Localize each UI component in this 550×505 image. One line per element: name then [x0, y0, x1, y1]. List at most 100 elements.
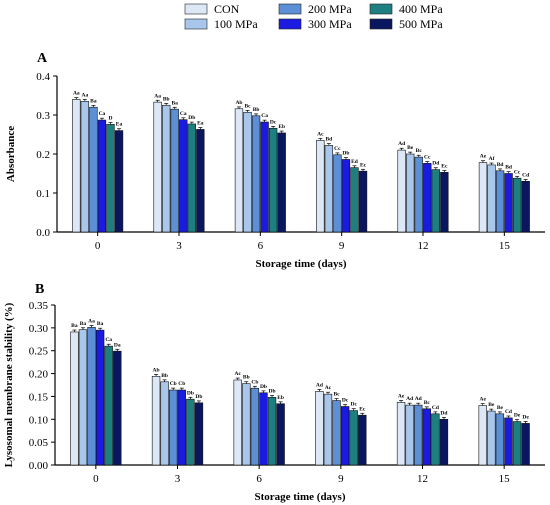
bar: [151, 376, 161, 466]
bar: [414, 156, 423, 233]
legend-label: 200 MPa: [308, 2, 352, 16]
x-tick-label: 12: [417, 473, 428, 485]
data-label: Ba: [172, 100, 179, 106]
bar: [97, 119, 107, 233]
panel-b-chart: B 0.00 0.05 0.10 0.15 0.20 0.25 0.30 0.35 Lysosom…: [3, 282, 545, 503]
legend-swatch: [369, 18, 393, 30]
data-label: Aa: [73, 91, 80, 97]
bar: [332, 400, 341, 466]
bar: [439, 418, 449, 466]
bar: [423, 163, 432, 233]
x-tick-label: 9: [339, 240, 345, 252]
legend-swatch: [184, 3, 208, 15]
data-label: Ec: [441, 163, 448, 169]
data-label: Cb: [178, 381, 185, 387]
data-label: Ed: [351, 159, 358, 165]
bar: [70, 331, 79, 466]
bar: [114, 130, 124, 233]
data-label: Cd: [505, 409, 512, 415]
data-label: Bc: [416, 148, 423, 154]
x-tick-label: 3: [175, 473, 181, 485]
bar: [406, 153, 415, 233]
bar: [89, 106, 98, 233]
bar: [504, 417, 513, 466]
bar: [478, 162, 488, 233]
bar: [104, 345, 113, 466]
data-label: Cb: [251, 379, 258, 385]
bar: [153, 101, 162, 233]
y-axis-title: Lysosomal membrane stability (%): [3, 302, 15, 467]
data-label: Cd: [432, 405, 439, 411]
bar: [324, 145, 334, 233]
bar: [243, 111, 252, 233]
data-label: Cb: [170, 381, 177, 387]
bar: [512, 177, 522, 233]
data-label: Bc: [244, 103, 251, 109]
data-label: Db: [342, 151, 349, 157]
bar: [405, 404, 414, 466]
bar: [78, 329, 88, 466]
bar: [340, 406, 350, 466]
bar: [277, 132, 286, 233]
bar: [478, 405, 487, 466]
y-tick-label: 0.1: [36, 188, 50, 200]
data-label: Ba: [80, 321, 87, 327]
bar: [512, 421, 522, 466]
data-label: Ad: [316, 382, 323, 388]
panel-label: A: [37, 51, 48, 66]
data-label: Be: [407, 145, 414, 151]
bar: [422, 408, 431, 466]
bar: [487, 410, 496, 466]
data-label: Cc: [334, 146, 341, 152]
data-label: Ad: [406, 396, 413, 402]
y-tick-label: 0.00: [29, 460, 49, 472]
data-label: Bc: [424, 400, 431, 406]
data-label: Ba: [97, 321, 104, 327]
data-label: Aa: [88, 318, 95, 324]
bar: [242, 383, 251, 466]
bar: [397, 149, 406, 233]
bar: [341, 159, 351, 233]
y-tick-label: 0.20: [29, 369, 49, 381]
bar: [440, 172, 449, 233]
y-tick-label: 0.25: [29, 346, 49, 358]
bar: [276, 403, 285, 466]
bar: [80, 101, 90, 233]
x-tick-label: 9: [338, 473, 344, 485]
data-label: Ca: [99, 111, 106, 117]
data-label: Ec: [360, 162, 367, 168]
bar: [87, 327, 96, 466]
x-tick-label: 15: [499, 240, 511, 252]
x-tick-label: 0: [95, 240, 101, 252]
bar: [323, 393, 333, 466]
bar: [170, 108, 179, 233]
bar: [315, 391, 324, 466]
data-label: Bb: [163, 96, 170, 102]
data-label: Ad: [415, 396, 422, 402]
data-label: Ca: [261, 113, 268, 119]
bar: [350, 167, 359, 233]
bar: [521, 181, 530, 233]
data-label: Cc: [514, 169, 521, 175]
legend-label: 100 MPa: [214, 17, 258, 31]
data-label: Dc: [342, 398, 349, 404]
panel-label: B: [35, 282, 44, 297]
data-label: Da: [114, 342, 121, 348]
bar: [316, 140, 325, 233]
legend-label: CON: [214, 2, 240, 16]
bar: [251, 115, 261, 233]
bar: [250, 387, 260, 466]
data-label: Eb: [277, 395, 284, 401]
data-label: Cc: [424, 154, 431, 160]
legend-swatch: [278, 3, 302, 15]
bar: [504, 173, 513, 233]
x-tick-label: 6: [258, 240, 264, 252]
legend-swatch: [278, 18, 302, 30]
data-label: Ac: [235, 371, 242, 377]
bar: [358, 170, 368, 233]
bar: [358, 414, 367, 466]
bar: [196, 129, 205, 233]
bar: [487, 164, 496, 233]
